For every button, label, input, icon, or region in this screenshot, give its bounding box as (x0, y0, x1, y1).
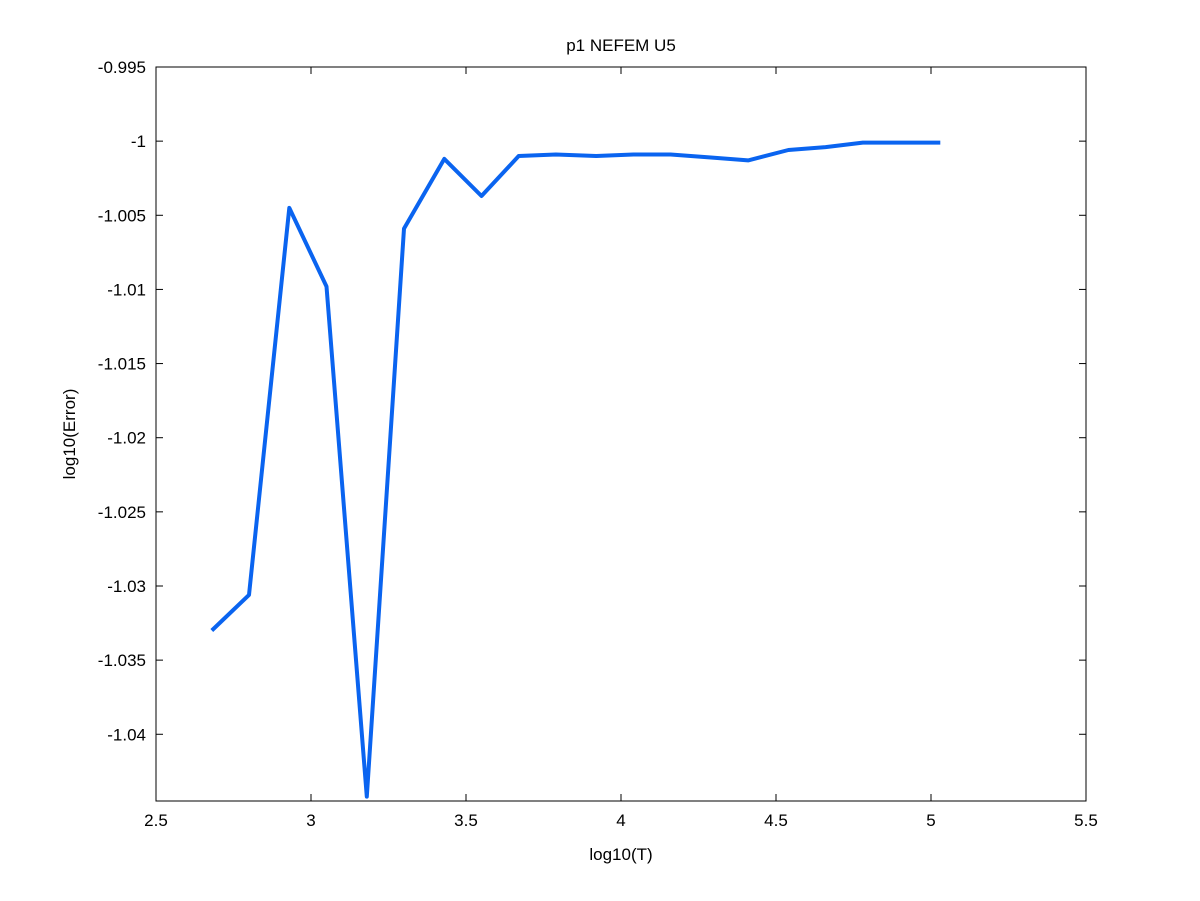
y-tick-label: -1.03 (107, 577, 146, 596)
x-tick-label: 3 (306, 811, 315, 830)
y-tick-label: -1.015 (98, 355, 146, 374)
x-tick-label: 5.5 (1074, 811, 1098, 830)
x-tick-label: 3.5 (454, 811, 478, 830)
series-line (210, 140, 941, 799)
x-tick-label: 4.5 (764, 811, 788, 830)
y-tick-label: -1.01 (107, 280, 146, 299)
y-axis-title: log10(Error) (60, 389, 79, 480)
plot-area-frame (155, 66, 1087, 802)
y-tick-label: -1.035 (98, 651, 146, 670)
x-tick-label: 2.5 (144, 811, 168, 830)
x-axis-title: log10(T) (589, 845, 652, 864)
x-tick-label: 4 (616, 811, 625, 830)
series-layer (210, 140, 941, 799)
chart-title: p1 NEFEM U5 (566, 36, 676, 55)
y-tick-label: -1.025 (98, 503, 146, 522)
y-tick-label: -1 (131, 132, 146, 151)
y-tick-label: -1.04 (107, 725, 146, 744)
y-tick-label: -0.995 (98, 58, 146, 77)
y-tick-label: -1.005 (98, 206, 146, 225)
y-tick-label: -1.02 (107, 429, 146, 448)
x-tick-label: 5 (926, 811, 935, 830)
axis-ticks: 2.5 3 3.5 4 4.5 5 5.5 -1.04 -1.035 -1.03 -1.025 -1.… (98, 58, 1098, 830)
